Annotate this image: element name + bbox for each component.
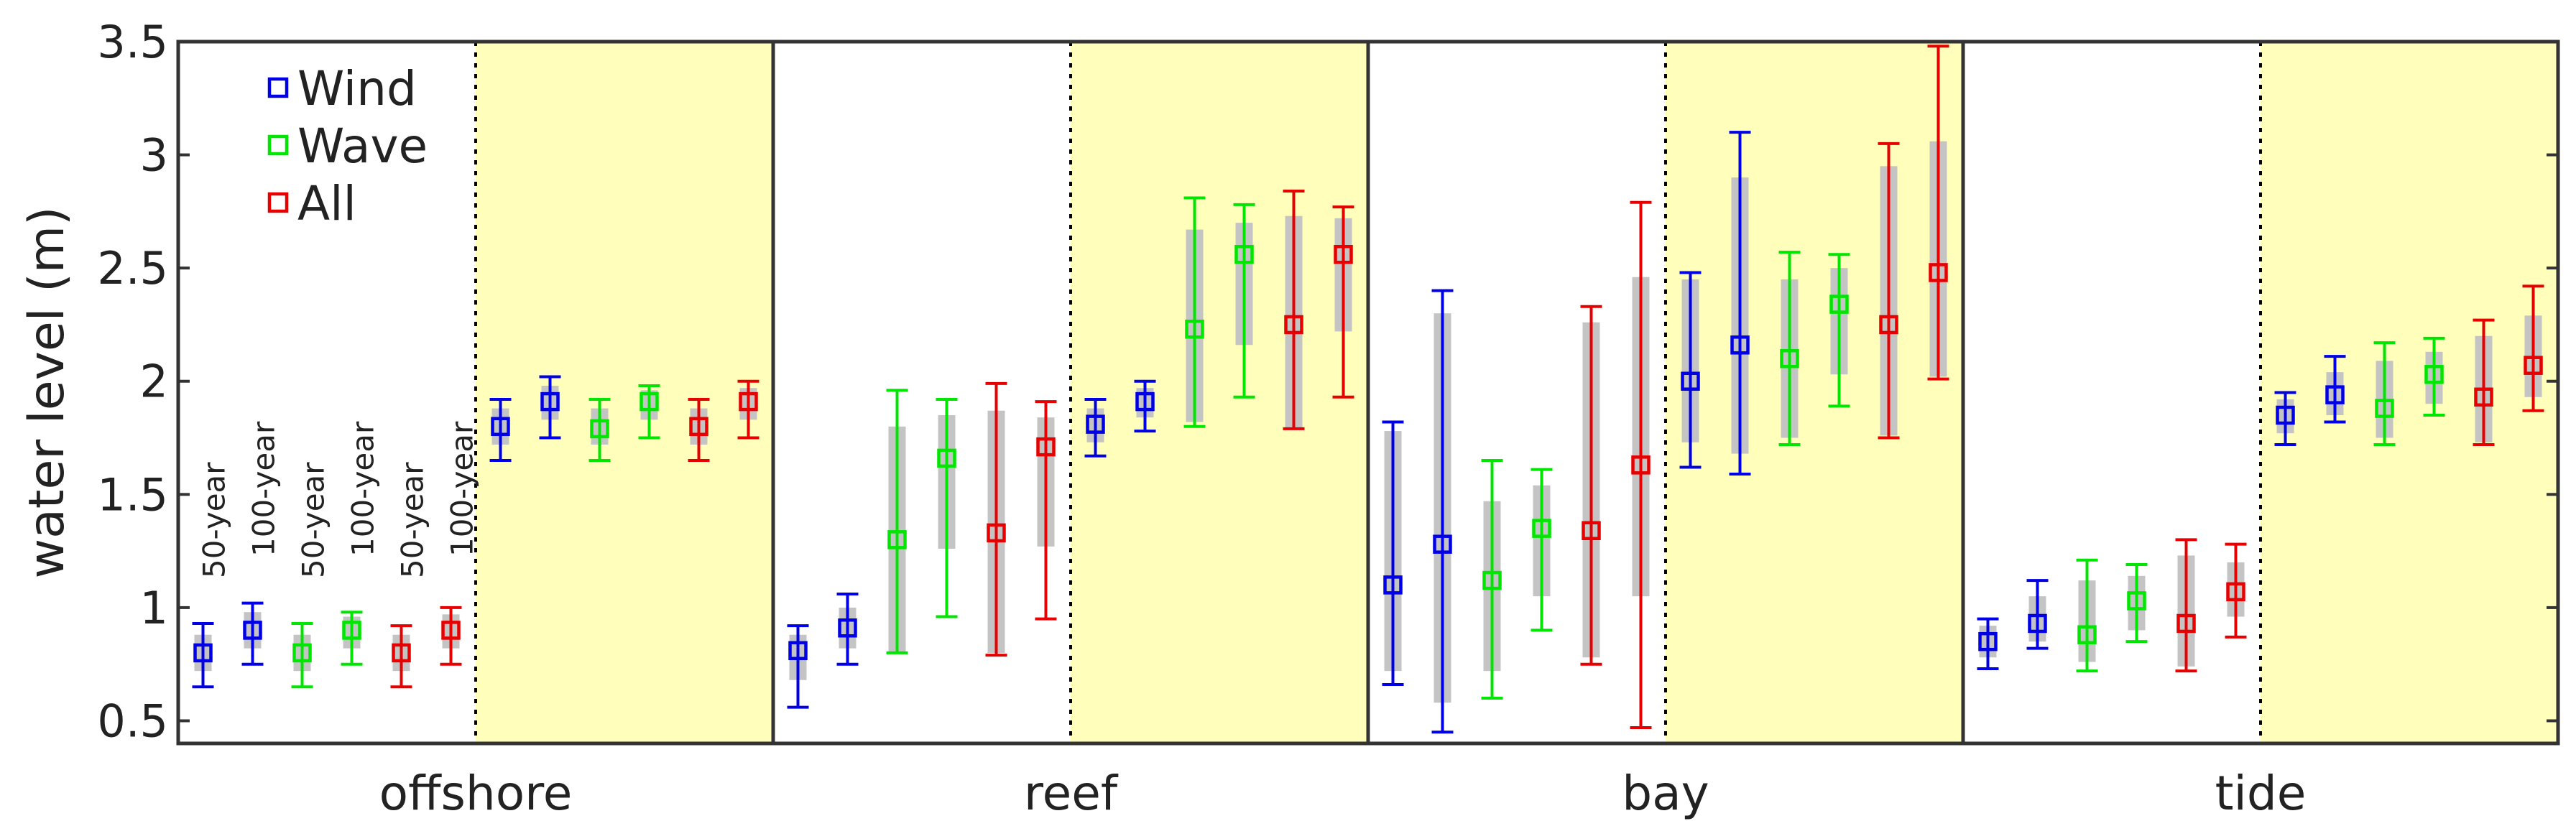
y-tick-label: 3 (140, 129, 168, 182)
marker-wind (2276, 405, 2295, 425)
marker-wind (1086, 414, 1105, 434)
marker-wind (2028, 613, 2047, 634)
marker-wind (838, 618, 857, 638)
marker-wind (193, 643, 213, 663)
group-label-offshore: offshore (379, 766, 573, 821)
marker-wind (1135, 391, 1155, 412)
marker-wave (590, 419, 609, 439)
marker-all (1631, 455, 1651, 475)
marker-all (739, 391, 758, 412)
y-tick-label: 2 (140, 356, 168, 408)
marker-wave (937, 448, 956, 468)
marker-wave (292, 643, 312, 663)
legend-marker-wind (267, 77, 289, 98)
group-label-tide: tide (2215, 766, 2307, 821)
marker-all (1879, 315, 1898, 335)
marker-wind (1978, 631, 1998, 651)
marker-wave (2127, 591, 2146, 611)
marker-wave (1185, 320, 1204, 339)
marker-all (1036, 437, 1056, 457)
shaded-region-bay (1666, 42, 1963, 743)
y-tick-label: 1.5 (97, 468, 168, 521)
marker-wind (540, 391, 560, 412)
marker-wave (640, 391, 659, 412)
period-label: 50-year (197, 462, 232, 578)
marker-all (1284, 315, 1303, 335)
marker-all (2474, 387, 2493, 407)
y-tick-label: 2.5 (97, 242, 168, 294)
marker-wind (788, 641, 808, 661)
y-tick-label: 0.5 (97, 695, 168, 747)
marker-wave (1829, 294, 1849, 314)
legend-label-wind: Wind (297, 61, 417, 116)
marker-wave (2077, 625, 2097, 644)
marker-all (2524, 356, 2543, 375)
shaded-region-reef (1071, 42, 1368, 743)
group-label-reef: reef (1024, 766, 1119, 821)
marker-wave (1482, 570, 1502, 590)
marker-wave (342, 621, 361, 640)
marker-wind (2325, 385, 2345, 404)
marker-wave (1234, 245, 1254, 264)
marker-wave (1532, 519, 1551, 538)
marker-all (987, 523, 1006, 543)
marker-wave (887, 530, 907, 549)
marker-all (2176, 613, 2196, 634)
group-dividers (474, 42, 2262, 743)
period-label: 100-year (445, 421, 480, 557)
legend-marker-all (267, 192, 289, 213)
period-label: 50-year (395, 462, 430, 578)
marker-wind (1730, 335, 1750, 355)
marker-wave (2375, 399, 2394, 418)
legend-label-all: All (297, 176, 356, 231)
shaded-region-offshore (476, 42, 773, 743)
legend-label-wave: Wave (297, 119, 428, 174)
marker-all (689, 417, 708, 437)
period-labels: 50-year 100-year 50-year 100-year 50-year 100… (197, 421, 480, 578)
period-label: 100-year (346, 421, 381, 557)
marker-wind (491, 417, 510, 437)
marker-all (1929, 263, 1948, 282)
marker-all (392, 643, 411, 663)
marker-wave (1780, 348, 1799, 368)
marker-wind (1383, 575, 1403, 595)
plot-frame (176, 40, 2560, 746)
marker-wind (243, 621, 262, 640)
marker-all (441, 621, 461, 640)
y-tick-label: 1 (140, 582, 168, 634)
y-tick-label: 3.5 (97, 16, 168, 68)
marker-wave (2424, 365, 2444, 384)
marker-all (1582, 521, 1601, 540)
shaded-regions (476, 42, 2558, 743)
data-markers (192, 45, 2544, 734)
x-group-labels: offshore reef bay tide (379, 766, 2307, 821)
shaded-region-tide (2261, 42, 2558, 743)
marker-wind (1433, 534, 1452, 554)
period-label: 100-year (246, 421, 282, 557)
y-axis-label: water level (m) (19, 207, 75, 579)
legend-marker-wave (267, 134, 289, 156)
period-label: 50-year (296, 462, 331, 578)
y-axis-ticks: 0.5 1 1.5 2 2.5 3 3.5 (97, 16, 2558, 747)
group-label-bay: bay (1622, 766, 1709, 821)
marker-all (1334, 245, 1353, 264)
marker-all (2226, 582, 2245, 602)
marker-wind (1681, 371, 1700, 391)
